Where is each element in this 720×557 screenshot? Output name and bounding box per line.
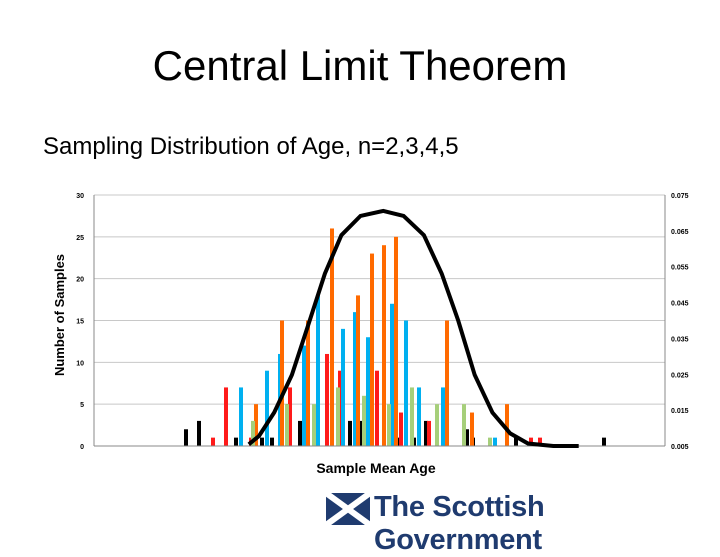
bar	[399, 412, 403, 446]
bar	[417, 387, 421, 446]
bar	[184, 429, 188, 446]
bar	[505, 404, 509, 446]
bar	[387, 404, 391, 446]
y-axis-label: Number of Samples	[52, 254, 67, 376]
bar	[251, 420, 255, 446]
bar	[211, 437, 215, 446]
bar	[239, 387, 243, 446]
bar	[366, 337, 370, 446]
bar	[493, 437, 497, 446]
y-tick-label: 0	[80, 444, 84, 451]
bar	[375, 370, 379, 446]
y2-tick-label: 0.035	[671, 336, 689, 343]
bar	[306, 320, 310, 446]
y-tick-label: 20	[76, 277, 84, 284]
y2-tick-label: 0.005	[671, 444, 689, 451]
bar	[316, 295, 320, 446]
bar	[390, 303, 394, 446]
bar	[224, 387, 228, 446]
slide-title: Central Limit Theorem	[152, 42, 568, 89]
scottish-government-logo: The Scottish Government	[326, 491, 696, 556]
x-axis-label: Sample Mean Age	[316, 460, 436, 476]
bar	[270, 437, 274, 446]
bars	[184, 228, 606, 446]
bar	[394, 236, 398, 446]
bar	[312, 404, 316, 446]
bar	[410, 387, 414, 446]
slide-subtitle: Sampling Distribution of Age, n=2,3,4,5	[43, 133, 459, 160]
y2-tick-label: 0.075	[671, 193, 689, 200]
bar	[353, 312, 357, 446]
bar	[356, 295, 360, 446]
bar	[370, 253, 374, 446]
bar	[348, 420, 352, 446]
y2-tick-label: 0.065	[671, 229, 689, 236]
bar	[254, 404, 258, 446]
bar	[445, 320, 449, 446]
bar	[404, 320, 408, 446]
bar	[435, 404, 439, 446]
bar	[538, 437, 542, 446]
y2-tick-label: 0.045	[671, 301, 689, 308]
bar	[330, 228, 334, 446]
y-tick-label: 15	[76, 319, 84, 326]
y2-tick-label: 0.025	[671, 372, 689, 379]
bar	[427, 420, 431, 446]
y-tick-label: 30	[76, 193, 84, 200]
bar	[470, 412, 474, 446]
bar	[602, 437, 606, 446]
gridlines	[94, 194, 665, 447]
bar	[341, 328, 345, 446]
saltire-flag-icon	[326, 493, 370, 525]
sample-mean-age-chart: 0 5 10 15 20 25 30 0.075 0.065 0.055 0.045 0.035 0.0…	[52, 193, 689, 476]
bar	[265, 370, 269, 446]
bar	[285, 404, 289, 446]
bar	[288, 387, 292, 446]
bar	[514, 437, 518, 446]
bar	[325, 353, 329, 446]
bar	[362, 395, 366, 446]
bar	[280, 320, 284, 446]
bar	[441, 387, 445, 446]
y2-tick-label: 0.055	[671, 265, 689, 272]
bar	[260, 437, 264, 446]
bar	[302, 345, 306, 446]
bar	[465, 429, 469, 446]
normal-curve	[247, 208, 579, 448]
bar	[382, 245, 386, 446]
bar	[462, 404, 466, 446]
bar	[488, 437, 492, 446]
logo-text: The Scottish Government	[374, 491, 545, 556]
bar	[336, 387, 340, 446]
y-tick-label: 10	[76, 360, 84, 367]
bar	[424, 420, 428, 446]
y2-tick-label: 0.015	[671, 408, 689, 415]
y-tick-label: 25	[76, 235, 84, 242]
y-tick-label: 5	[80, 402, 84, 409]
bar	[234, 437, 238, 446]
bar	[197, 420, 201, 446]
bar	[298, 420, 302, 446]
